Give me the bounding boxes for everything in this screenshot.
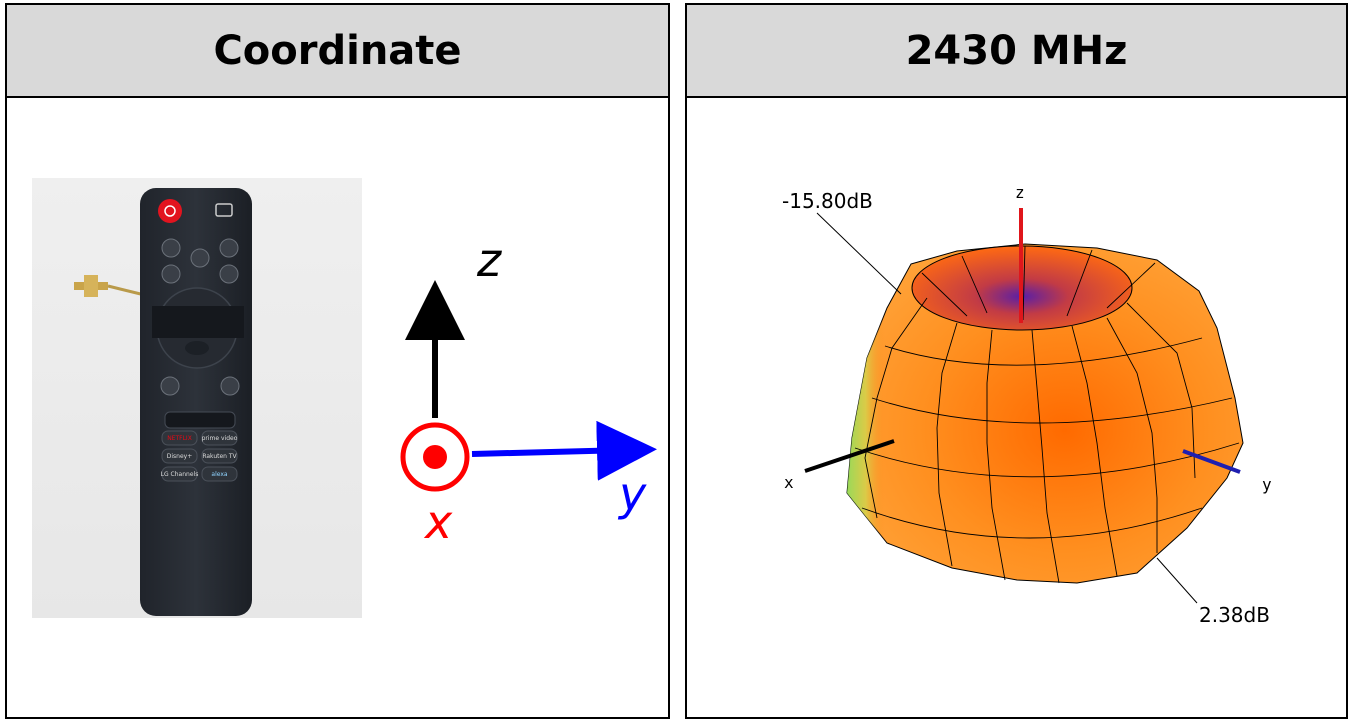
remote-photo: NETFLIX prime video Disney+ Rakuten TV L… — [32, 178, 362, 618]
x-axis-label: x — [423, 495, 453, 549]
rakuten-label: Rakuten TV — [202, 453, 237, 460]
pattern-panel-body: z x y -15.80dB 2.38dB — [687, 98, 1346, 717]
coordinate-panel: Coordinate — [5, 3, 670, 719]
pattern-y-axis — [1182, 449, 1241, 474]
y-axis-arrow — [471, 420, 657, 481]
pattern-panel-title: 2430 MHz — [687, 5, 1346, 98]
netflix-label: NETFLIX — [167, 435, 192, 442]
alexa-label: alexa — [211, 471, 227, 478]
pattern-panel: 2430 MHz — [685, 3, 1348, 719]
coordinate-panel-body: NETFLIX prime video Disney+ Rakuten TV L… — [7, 98, 668, 717]
y-axis-label: y — [617, 467, 647, 521]
z-axis-label: z — [476, 233, 502, 287]
pattern-x-axis — [804, 439, 895, 473]
pattern-x-label: x — [784, 473, 794, 492]
power-button-icon — [158, 199, 182, 223]
input-button-icon — [215, 203, 233, 217]
remote-control-image: NETFLIX prime video Disney+ Rakuten TV L… — [74, 188, 252, 616]
remote-body — [140, 188, 252, 616]
radiation-pattern-3d: z x y -15.80dB 2.38dB — [782, 183, 1272, 627]
coordinate-axes: z y x — [400, 233, 657, 549]
lg-channels-label: LG Channels — [161, 471, 199, 478]
disney-label: Disney+ — [167, 453, 193, 460]
coordinate-panel-title: Coordinate — [7, 5, 668, 98]
pattern-mesh — [854, 245, 1240, 584]
pattern-max-label: 2.38dB — [1199, 603, 1270, 627]
tape — [152, 306, 244, 338]
pattern-z-label: z — [1015, 183, 1025, 202]
pattern-y-label: y — [1262, 475, 1272, 494]
prime-label: prime video — [202, 435, 238, 442]
pattern-min-label: -15.80dB — [782, 189, 873, 213]
